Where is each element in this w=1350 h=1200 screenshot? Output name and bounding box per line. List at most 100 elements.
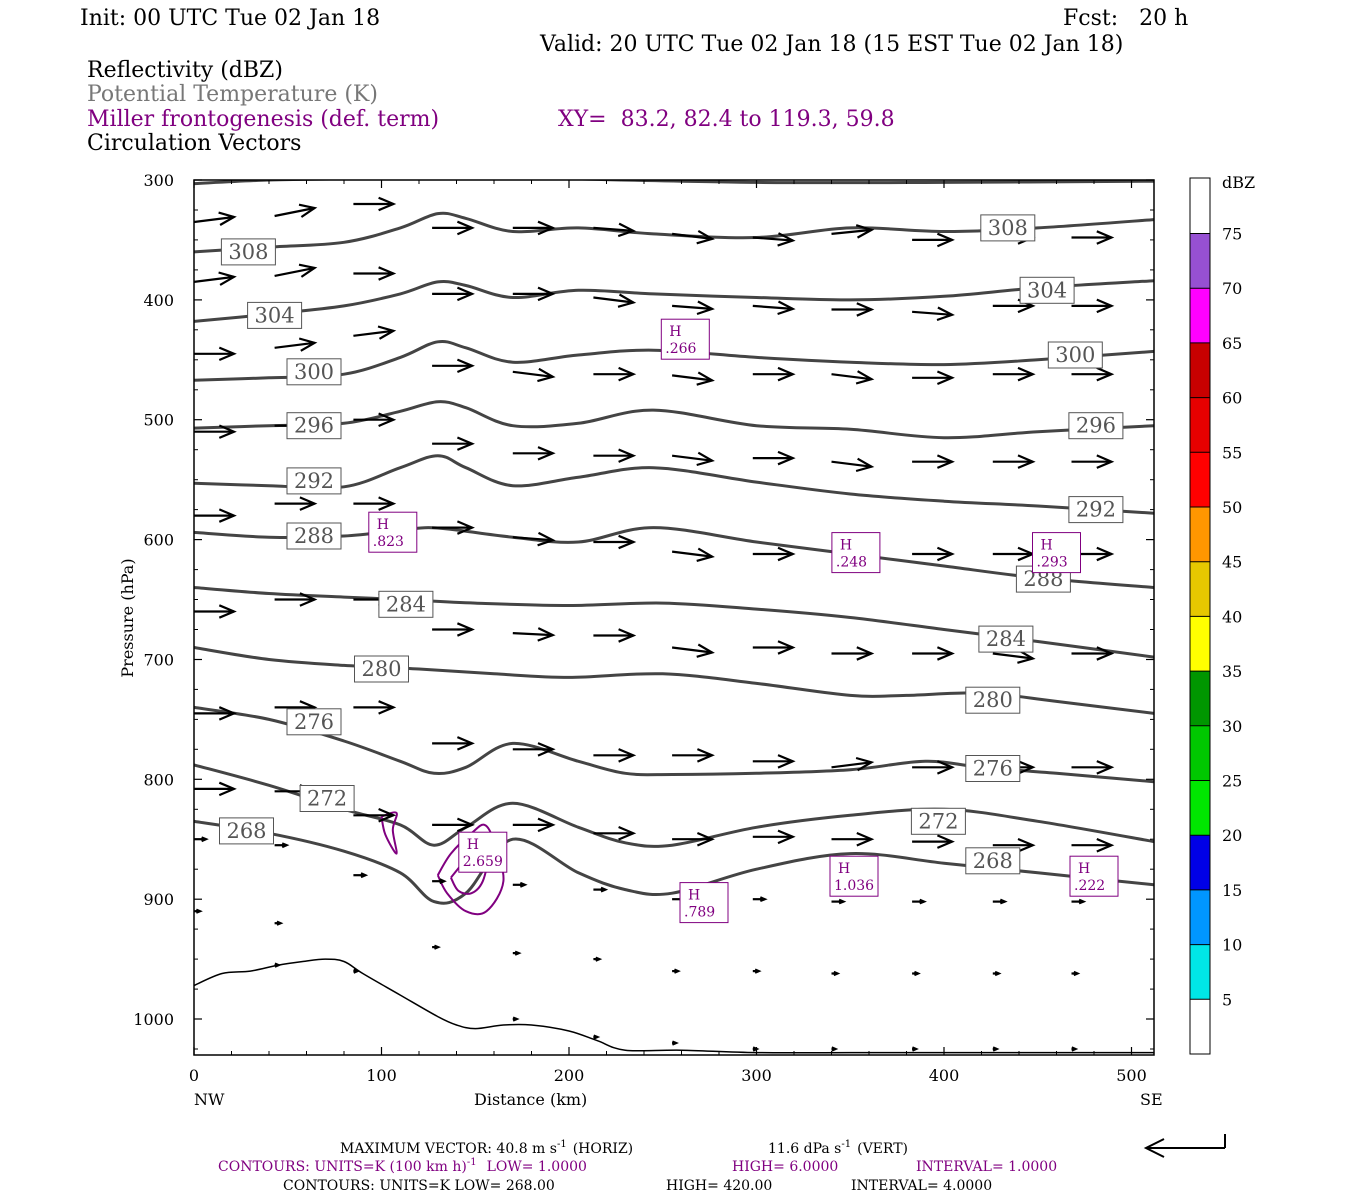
vector-head xyxy=(537,817,556,833)
colorbar-bin xyxy=(1190,780,1210,836)
circulation-vector xyxy=(671,547,715,562)
x-tick-label: 500 xyxy=(1116,1066,1147,1085)
theta-label-box xyxy=(965,755,1021,782)
y-tick-label: 800 xyxy=(143,770,174,789)
theta-label-268: 268 xyxy=(219,817,274,845)
vector-head xyxy=(919,898,927,905)
colorbar-bin xyxy=(1190,944,1210,1000)
vector-head xyxy=(777,450,796,466)
circulation-vector xyxy=(672,300,715,316)
circulation-vector xyxy=(274,263,318,278)
theta-label-box xyxy=(1019,276,1075,304)
circulation-vector xyxy=(274,203,318,218)
vector-head xyxy=(936,370,955,386)
fronto-maximum: H.222 xyxy=(1069,855,1119,897)
circulation-vector xyxy=(512,1016,520,1022)
vector-head xyxy=(218,508,237,523)
vector-head xyxy=(537,627,556,642)
vector-head xyxy=(299,496,318,511)
colorbar-label: 45 xyxy=(1222,553,1242,572)
vector-head xyxy=(1073,970,1081,977)
vector-head xyxy=(218,346,237,362)
fronto-maximum: H.789 xyxy=(679,882,729,924)
fronto-maximum-value: .222 xyxy=(1074,878,1105,894)
vector-head xyxy=(378,700,397,715)
theta-label-292: 292 xyxy=(286,467,342,495)
circulation-vector xyxy=(1071,230,1115,245)
circulation-vector xyxy=(752,896,768,903)
circulation-vector xyxy=(672,831,715,847)
vector-head xyxy=(433,944,441,950)
colorbar-bin xyxy=(1190,233,1210,289)
vector-head xyxy=(1096,546,1115,562)
theta-label-box xyxy=(286,708,342,736)
circulation-vector xyxy=(353,807,397,823)
fronto-maximum-box xyxy=(368,511,418,553)
vector-head xyxy=(377,325,397,340)
x-tick-label: 300 xyxy=(741,1066,772,1085)
vector-head xyxy=(618,748,637,763)
circulation-vector xyxy=(1071,898,1087,905)
vector-head xyxy=(1096,366,1115,382)
vector-head xyxy=(696,831,715,847)
vector-head xyxy=(456,622,475,637)
x-tick-label: 0 xyxy=(189,1066,199,1085)
valid-time: Valid: 20 UTC Tue 02 Jan 18 (15 EST Tue … xyxy=(539,32,1123,57)
fronto-contour-low: LOW= 1.0000 xyxy=(487,1159,587,1175)
circulation-vector xyxy=(752,300,796,316)
y-tick-label: 700 xyxy=(143,651,174,670)
circulation-vector xyxy=(752,450,796,466)
vector-head xyxy=(456,286,475,302)
theta-label-text: 268 xyxy=(973,849,1013,873)
vector-head xyxy=(777,754,796,769)
theta-label-text: 280 xyxy=(361,657,401,681)
theta-label-text: 300 xyxy=(294,360,334,384)
vector-head xyxy=(218,604,237,619)
y-tick-label: 1000 xyxy=(133,1010,174,1029)
theta-label-box xyxy=(1068,496,1124,524)
vector-head xyxy=(353,968,361,974)
theta-contour-284 xyxy=(194,586,1154,659)
circulation-vector xyxy=(671,229,715,245)
field-circulation-vectors: Circulation Vectors xyxy=(87,131,301,156)
vector-head xyxy=(913,970,921,977)
theta-label-box xyxy=(1068,412,1124,440)
colorbar-bin xyxy=(1190,835,1210,890)
vector-head xyxy=(1096,454,1115,469)
vector-head xyxy=(218,211,237,226)
circulation-vector xyxy=(1154,300,1194,313)
circulation-vector xyxy=(1154,231,1194,244)
circulation-vector xyxy=(671,451,715,467)
circulation-vector xyxy=(194,604,237,619)
colorbar-bin xyxy=(1190,178,1210,234)
theta-contour-308 xyxy=(194,211,1154,254)
vector-shaft xyxy=(512,370,553,378)
vector-head xyxy=(276,920,284,926)
circulation-vector xyxy=(672,748,715,763)
fronto-maximum-box xyxy=(660,318,710,360)
vector-head xyxy=(512,1016,520,1022)
circulation-vector xyxy=(194,271,237,286)
theta-label-308: 308 xyxy=(220,238,276,266)
vector-shaft xyxy=(274,266,315,277)
vector-head xyxy=(537,367,556,383)
colorbar-label: 60 xyxy=(1222,389,1242,408)
vector-shaft xyxy=(353,329,394,337)
colorbar-label: 50 xyxy=(1222,498,1242,517)
colorbar-bin xyxy=(1190,889,1210,945)
colorbar-label: 75 xyxy=(1222,225,1242,244)
vector-head xyxy=(378,807,397,823)
vector-head xyxy=(696,371,715,386)
fronto-maximum-box xyxy=(829,855,879,897)
circulation-vector xyxy=(831,970,841,977)
circulation-vector xyxy=(274,920,284,926)
vector-head xyxy=(855,756,875,772)
max-vector-vert-value: 11.6 dPa s xyxy=(768,1141,841,1157)
theta-label-text: 308 xyxy=(228,240,268,264)
theta-label-268: 268 xyxy=(965,847,1021,875)
colorbar-label: 30 xyxy=(1222,717,1242,736)
circulation-vector xyxy=(912,834,955,849)
theta-label-276: 276 xyxy=(286,708,342,736)
vector-head xyxy=(992,1046,1000,1052)
